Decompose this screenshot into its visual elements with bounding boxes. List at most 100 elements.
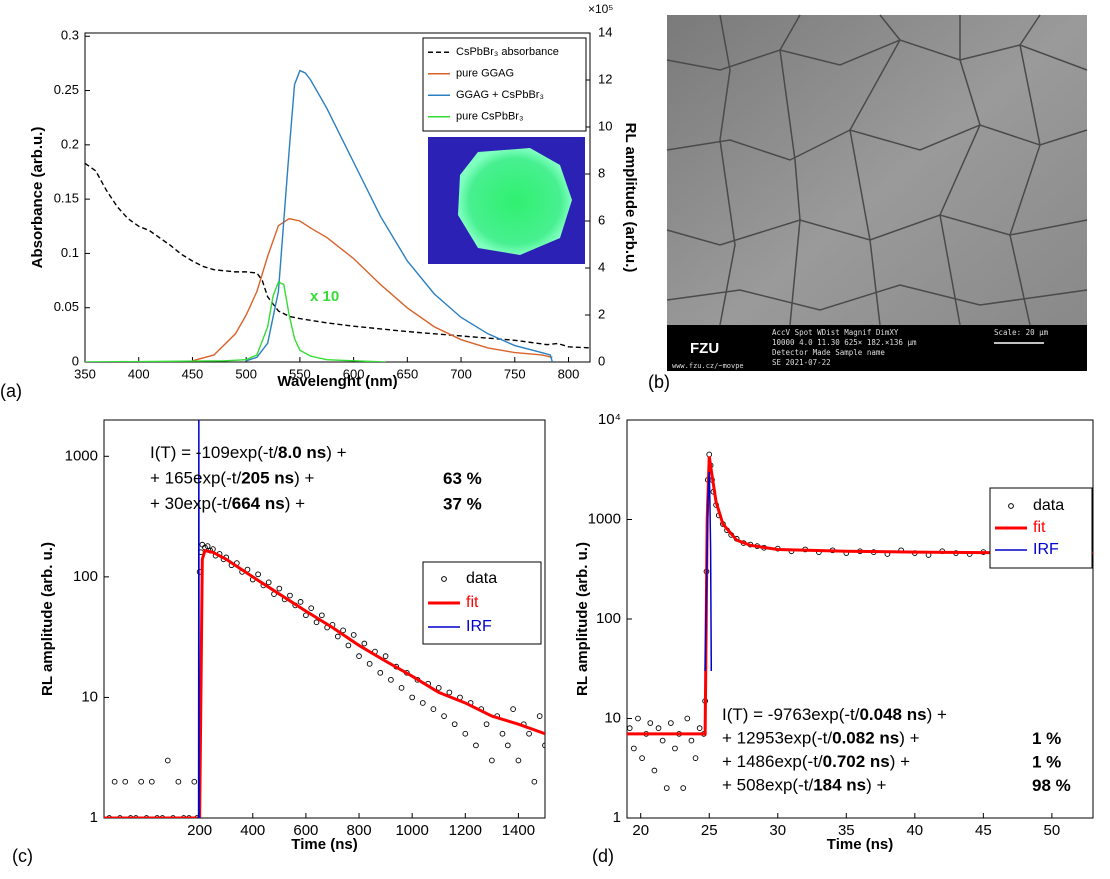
data-point (663, 785, 670, 791)
data-point (631, 745, 637, 752)
legend-swatch (1008, 503, 1014, 509)
panel-label: (c) (12, 846, 33, 866)
formula-part: + 508exp(-t/ (722, 776, 813, 795)
series-line (85, 281, 386, 362)
data-point (684, 715, 691, 722)
data-point (504, 742, 511, 749)
y-tick-label: 10⁴ (598, 411, 621, 428)
x-tick-label: 35 (838, 822, 855, 839)
formula-part: ) + (927, 705, 947, 724)
formula-line: + 165exp(-t/205 ns) + (150, 469, 315, 488)
x-tick-label: 550 (289, 366, 311, 381)
y2-tick-label: 12 (598, 71, 612, 86)
data-point (334, 633, 341, 640)
formula-part: ) + (890, 752, 910, 771)
x-tick-label: 400 (240, 822, 265, 839)
data-point (651, 767, 658, 774)
x-tick-label: 450 (182, 366, 204, 381)
data-point (313, 619, 320, 626)
x-tick-label: 40 (906, 822, 923, 839)
data-point (473, 742, 479, 749)
formula-line: I(T) = -109exp(-t/8.0 ns) + (150, 443, 347, 462)
data-point (175, 778, 182, 785)
x-tick-label: 45 (975, 822, 992, 839)
formula-percent: 63 % (443, 469, 482, 488)
sem-image: FZU AccV Spot WDist Magnif DimXY Scale: … (666, 14, 1088, 371)
formula-percent: 1 % (1032, 752, 1061, 771)
legend-swatch (441, 576, 447, 582)
photo-sample (458, 148, 572, 255)
y-tick-label: 100 (596, 610, 621, 627)
y2-tick-label: 2 (598, 306, 605, 321)
x-axis-label: Time (ns) (291, 836, 357, 853)
data-point (680, 785, 687, 791)
y-tick-label: 1000 (65, 447, 98, 464)
data-point (446, 689, 453, 696)
y-tick-label: 100 (73, 568, 98, 585)
y2-tick-label: 8 (598, 165, 605, 180)
formula-percent: 1 % (1032, 729, 1061, 748)
y2-axis-label: RL amplitude (arb.u.) (622, 123, 639, 273)
data-point (647, 720, 654, 726)
data-point (377, 669, 384, 676)
legend-label: CsPbBr₃ absorbance (456, 46, 559, 58)
formula-part: + 1486exp(-t/ (722, 752, 823, 771)
y2-tick-label: 4 (598, 259, 605, 274)
data-point (668, 720, 674, 726)
x-axis-label: Time (ns) (827, 836, 893, 853)
x-tick-label: 650 (396, 366, 418, 381)
data-point (672, 745, 678, 752)
data-point (164, 757, 171, 764)
x-tick-label: 800 (347, 822, 372, 839)
data-point (350, 632, 357, 638)
data-point (287, 592, 293, 599)
series-line (104, 548, 545, 818)
y-tick-label: 1 (613, 809, 621, 826)
data-point (526, 730, 532, 737)
x-tick-label: 20 (632, 822, 649, 839)
data-point (276, 585, 283, 592)
legend-label: IRF (466, 618, 492, 635)
legend-label: data (466, 570, 497, 587)
sem-cracks (666, 14, 1088, 326)
data-point (542, 742, 545, 749)
x-tick-label: 1400 (502, 822, 535, 839)
y-tick-label: 10 (604, 709, 621, 726)
x-tick-label: 1000 (395, 822, 428, 839)
formula-part: ) + (866, 776, 886, 795)
formula-line: I(T) = -9763exp(-t/0.048 ns) + (722, 705, 947, 724)
y-tick-label: 1 (90, 809, 98, 826)
sem-text: SE 2021-07-22 (772, 358, 831, 367)
formula-part: 8.0 ns (278, 443, 326, 462)
sem-background (667, 15, 1087, 371)
x-tick-label: 30 (769, 822, 786, 839)
y2-multiplier: ×10⁵ (588, 2, 613, 16)
x-tick-label: 750 (504, 366, 526, 381)
y-tick-label: 0.2 (61, 136, 79, 151)
data-point (696, 725, 703, 731)
formula-part: 0.048 ns (859, 705, 926, 724)
y-axis-label: RL amplitude (arb. u.) (574, 542, 591, 696)
data-point (462, 730, 469, 737)
y2-tick-label: 14 (598, 24, 612, 39)
legend-label: data (1033, 497, 1064, 514)
data-point (639, 755, 645, 761)
data-point (345, 642, 352, 649)
data-point (308, 605, 315, 612)
data-point (318, 612, 325, 619)
panel-label: (d) (592, 846, 614, 866)
formula-line: + 508exp(-t/184 ns) + (722, 776, 887, 795)
sem-text: Scale: 20 µm (994, 328, 1049, 337)
x-tick-label: 200 (187, 822, 212, 839)
y-tick-label: 1000 (588, 510, 621, 527)
formula-part: + 12953exp(-t/ (722, 729, 832, 748)
legend-label: GGAG + CsPbBr₃ (456, 89, 544, 101)
x-tick-label: 50 (1044, 822, 1061, 839)
sem-text: www.fzu.cz/~movpe (672, 362, 744, 370)
x-tick-label: 800 (558, 366, 580, 381)
x-tick-label: 25 (701, 822, 718, 839)
sem-text: Detector Made Sample name (772, 348, 885, 357)
formula-part: + 165exp(-t/ (150, 469, 241, 488)
formula-line: + 30exp(-t/664 ns) + (150, 494, 305, 513)
